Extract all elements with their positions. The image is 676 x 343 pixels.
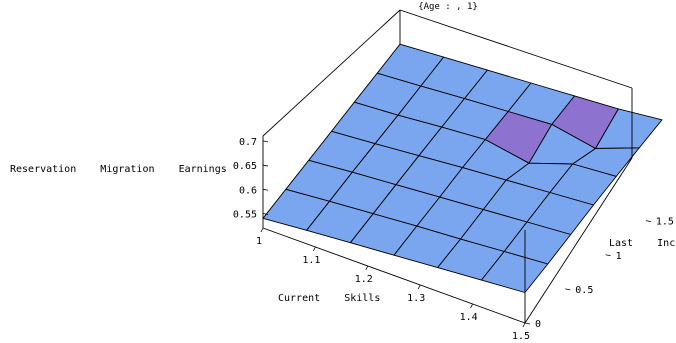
y-tick-label: 1.5 <box>656 217 674 228</box>
surface-facet <box>480 251 549 293</box>
x-tick-mark <box>522 322 526 328</box>
x-tick-mark <box>260 227 264 233</box>
z-tick-label: 0.6 <box>239 185 257 196</box>
surface-mesh <box>262 43 663 293</box>
x-tick-label: 1.3 <box>407 293 425 304</box>
y-tick-mark <box>565 288 571 291</box>
x-tick-mark <box>417 284 421 290</box>
x-tick-mark <box>365 265 369 271</box>
y-tick-label: 0 <box>535 319 541 330</box>
y-tick-label: 0.5 <box>575 285 593 296</box>
bounding-box-front <box>262 88 633 324</box>
y-tick-mark <box>605 254 611 257</box>
x-tick-label: 1.1 <box>302 255 320 266</box>
plot-title: {Age : , 1} <box>418 2 478 12</box>
z-tick-label: 0.55 <box>233 209 257 220</box>
axis-ticks: 1 1.1 1.2 1.3 1.4 1.5 0 0.5 1 1.5 0.55 0.6 0.65 0.7 <box>233 137 674 342</box>
z-tick-mark <box>262 164 269 167</box>
x-tick-mark <box>470 303 473 309</box>
z-tick-mark <box>262 188 269 191</box>
z-tick-mark <box>262 213 269 215</box>
x-tick-mark <box>313 246 316 252</box>
x-tick-label: 1.4 <box>460 312 478 323</box>
x-axis-label: Current Skills <box>278 293 380 304</box>
y-tick-mark <box>645 220 651 223</box>
z-tick-mark <box>262 140 269 143</box>
z-axis-label: Reservation Migration Earnings <box>10 164 227 175</box>
x-tick-label: 1 <box>256 236 262 247</box>
z-tick-label: 0.65 <box>233 161 257 172</box>
x-tick-label: 1.5 <box>512 331 530 342</box>
y-tick-mark <box>524 322 531 325</box>
z-tick-label: 0.7 <box>239 137 257 148</box>
y-axis-label: Last Income <box>609 238 676 249</box>
y-tick-label: 1 <box>616 251 622 262</box>
x-tick-label: 1.2 <box>355 274 373 285</box>
